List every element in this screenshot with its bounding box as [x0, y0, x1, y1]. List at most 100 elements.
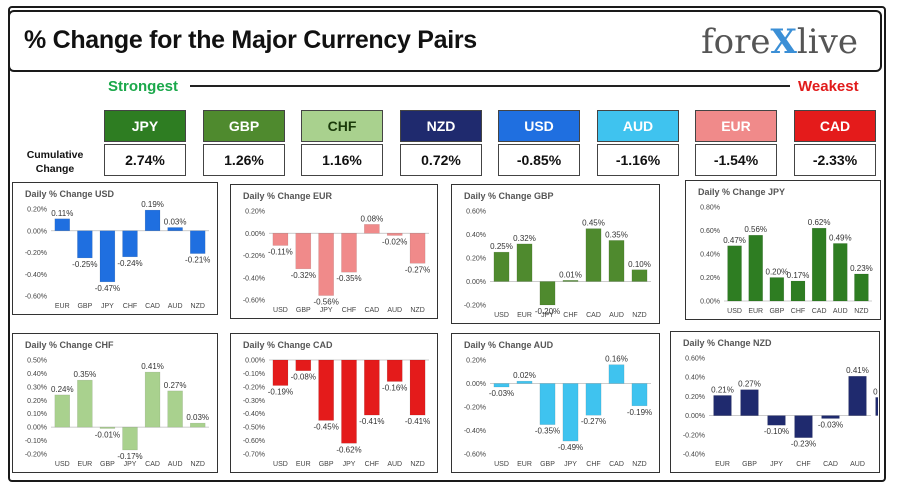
bar-eur — [295, 359, 312, 371]
bar-gbp — [740, 389, 759, 416]
bar-chf — [790, 280, 806, 302]
weakest-label: Weakest — [798, 78, 859, 95]
y-tick-label: -0.70% — [243, 452, 265, 459]
bar-usd — [272, 359, 289, 386]
x-category-label: NZD — [632, 312, 646, 319]
y-tick-label: 0.20% — [466, 256, 486, 263]
data-label: 0.35% — [74, 370, 97, 379]
bar-gbp — [77, 230, 93, 259]
x-category-label: GBP — [540, 461, 555, 468]
bar-aud — [386, 233, 403, 236]
y-tick-label: 0.60% — [466, 209, 486, 216]
outer-frame — [8, 6, 886, 482]
bar-gbp — [295, 233, 312, 270]
bar-aud — [848, 375, 867, 416]
logo-x-text: X — [770, 22, 797, 62]
data-label: -0.41% — [405, 417, 430, 426]
bar-usd — [272, 233, 289, 246]
data-label: -0.10% — [764, 427, 789, 436]
currency-box-cad: CAD — [794, 110, 876, 142]
data-label: 0.35% — [605, 230, 628, 239]
data-label: -0.19% — [627, 408, 652, 417]
currency-box-nzd: NZD — [400, 110, 482, 142]
page-title: % Change for the Major Currency Pairs — [24, 26, 477, 54]
chart-svg-jpy: Daily % Change JPY0.80%0.60%0.40%0.20%0.… — [698, 187, 873, 315]
y-tick-label: 0.60% — [685, 356, 705, 363]
x-category-label: USD — [55, 461, 70, 468]
x-category-label: JPY — [564, 461, 577, 468]
x-category-label: AUD — [168, 303, 183, 310]
logo-left-text: fore — [701, 22, 771, 62]
y-tick-label: -0.60% — [464, 452, 486, 459]
currency-change-jpy: 2.74% — [104, 144, 186, 176]
bar-nzd — [190, 230, 206, 254]
y-tick-label: 0.00% — [245, 231, 265, 238]
data-label: -0.27% — [581, 417, 606, 426]
bar-aud — [167, 227, 183, 231]
data-label: 0.62% — [808, 218, 831, 227]
bar-chf — [562, 280, 579, 282]
x-category-label: USD — [273, 307, 288, 314]
currency-box-usd: USD — [498, 110, 580, 142]
data-label: -0.23% — [791, 440, 816, 449]
data-label: 0.25% — [490, 242, 513, 251]
x-category-label: JPY — [541, 312, 554, 319]
chart-title: Daily % Change EUR — [243, 191, 333, 201]
x-category-label: GBP — [769, 308, 784, 315]
y-tick-label: 0.00% — [700, 299, 720, 306]
bar-usd — [493, 383, 510, 388]
y-tick-label: -0.10% — [25, 438, 47, 445]
data-label: -0.47% — [95, 284, 120, 293]
bar-jpy — [562, 383, 579, 442]
chart-title: Daily % Change GBP — [464, 191, 554, 201]
bar-nzd — [409, 359, 426, 416]
y-tick-label: 0.40% — [700, 252, 720, 259]
y-tick-label: 0.40% — [27, 371, 47, 378]
panel-daily-change-nzd: Daily % Change NZD 0.60% 0.40% 0.20% 0.00% -0… — [670, 331, 880, 473]
y-tick-label: 0.40% — [685, 375, 705, 382]
data-label: 0.20% — [766, 268, 789, 277]
y-tick-label: 0.60% — [700, 228, 720, 235]
data-label: 0.23% — [850, 264, 873, 273]
data-label: 0.27% — [738, 380, 761, 389]
data-label: 0.45% — [582, 219, 605, 228]
panel-daily-change-usd: Daily % Change USD 0.20% 0.00% -0.20% -0.40%… — [12, 182, 218, 315]
bar-jpy — [318, 233, 334, 296]
y-tick-label: 0.20% — [685, 394, 705, 401]
y-tick-label: -0.40% — [464, 428, 486, 435]
currency-change-nzd: 0.72% — [400, 144, 482, 176]
data-label: 0.41% — [846, 366, 869, 375]
chart-svg-usd: Daily % Change USD 0.20% 0.00% -0.20% -0.40%… — [25, 189, 211, 310]
x-category-label: EUR — [715, 461, 730, 468]
bar-aud — [386, 359, 403, 382]
data-label: 0.56% — [744, 225, 767, 234]
data-label: 0.01% — [559, 270, 582, 279]
x-category-label: JPY — [124, 461, 137, 468]
x-category-label: NZD — [410, 307, 424, 314]
y-tick-label: -0.20% — [464, 405, 486, 412]
currency-box-eur: EUR — [695, 110, 777, 142]
y-tick-label: -0.40% — [683, 452, 705, 459]
data-label: 0.24% — [51, 385, 74, 394]
data-label: -0.41% — [359, 417, 384, 426]
y-tick-label: 0.00% — [466, 279, 486, 286]
y-tick-label: 0.20% — [466, 358, 486, 365]
x-category-label: EUR — [748, 308, 763, 315]
bar-jpy — [539, 281, 556, 306]
currency-change-chf: 1.16% — [301, 144, 383, 176]
x-category-label: USD — [494, 461, 509, 468]
panel-daily-change-jpy: Daily % Change JPY 0.80% 0.60% 0.40% 0.20% 0.… — [685, 180, 881, 320]
x-category-label: AUD — [833, 308, 848, 315]
y-tick-label: 0.50% — [27, 358, 47, 365]
currency-change-usd: -0.85% — [498, 144, 580, 176]
x-category-label: JPY — [320, 307, 333, 314]
data-label: 0.49% — [829, 233, 852, 242]
data-label: -0.24% — [117, 259, 142, 268]
x-category-label: CAD — [609, 461, 624, 468]
data-label: 0.03% — [186, 413, 209, 422]
y-tick-label: 0.00% — [685, 413, 705, 420]
x-category-label: NZD — [410, 461, 424, 468]
x-category-label: JPY — [343, 461, 356, 468]
x-category-label: AUD — [387, 307, 402, 314]
x-category-label: GBP — [77, 303, 92, 310]
